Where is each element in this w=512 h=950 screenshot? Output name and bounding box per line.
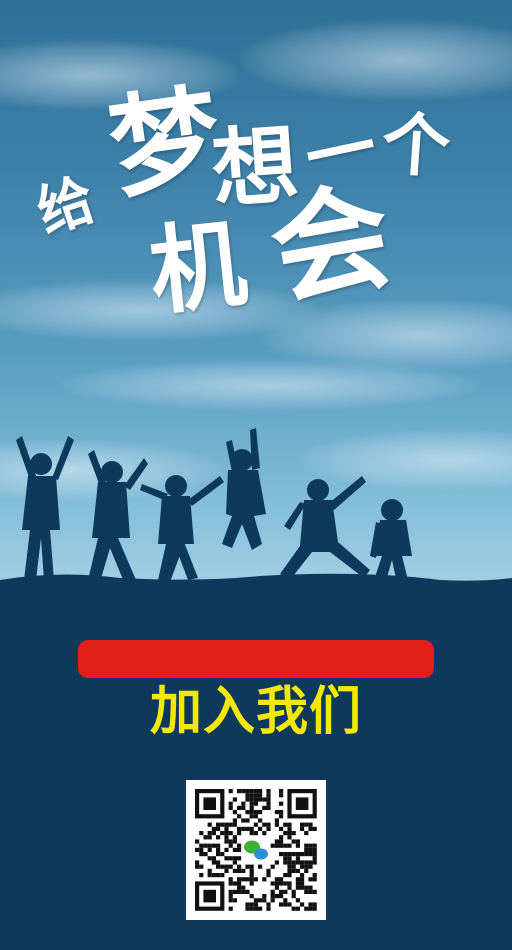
headline-char-5: 个 [379,103,453,189]
sky-background [0,0,512,600]
silhouette-person-4 [222,428,266,550]
silhouette-person-5 [280,476,370,580]
qr-code [186,780,326,920]
headline-char-1: 给 [29,165,103,247]
headline-char-6: 机 [144,206,252,329]
silhouette-person-1 [16,436,74,580]
wechat-icon [242,836,270,864]
headline-char-7: 会 [260,164,402,323]
headline-calligraphy: 给 梦 想 一 个 机 会 [0,0,512,340]
join-us-heading: 加入我们 [149,682,362,742]
headline-char-2: 梦 [101,70,229,215]
qr-finder-pattern [195,881,225,911]
silhouette-person-2 [88,450,148,582]
red-accent-bar [78,640,434,678]
qr-finder-pattern [195,789,225,819]
qr-finder-pattern [287,789,317,819]
silhouette-person-3 [140,475,224,582]
jumping-people-silhouette [0,428,512,620]
silhouette-person-6 [370,499,412,588]
